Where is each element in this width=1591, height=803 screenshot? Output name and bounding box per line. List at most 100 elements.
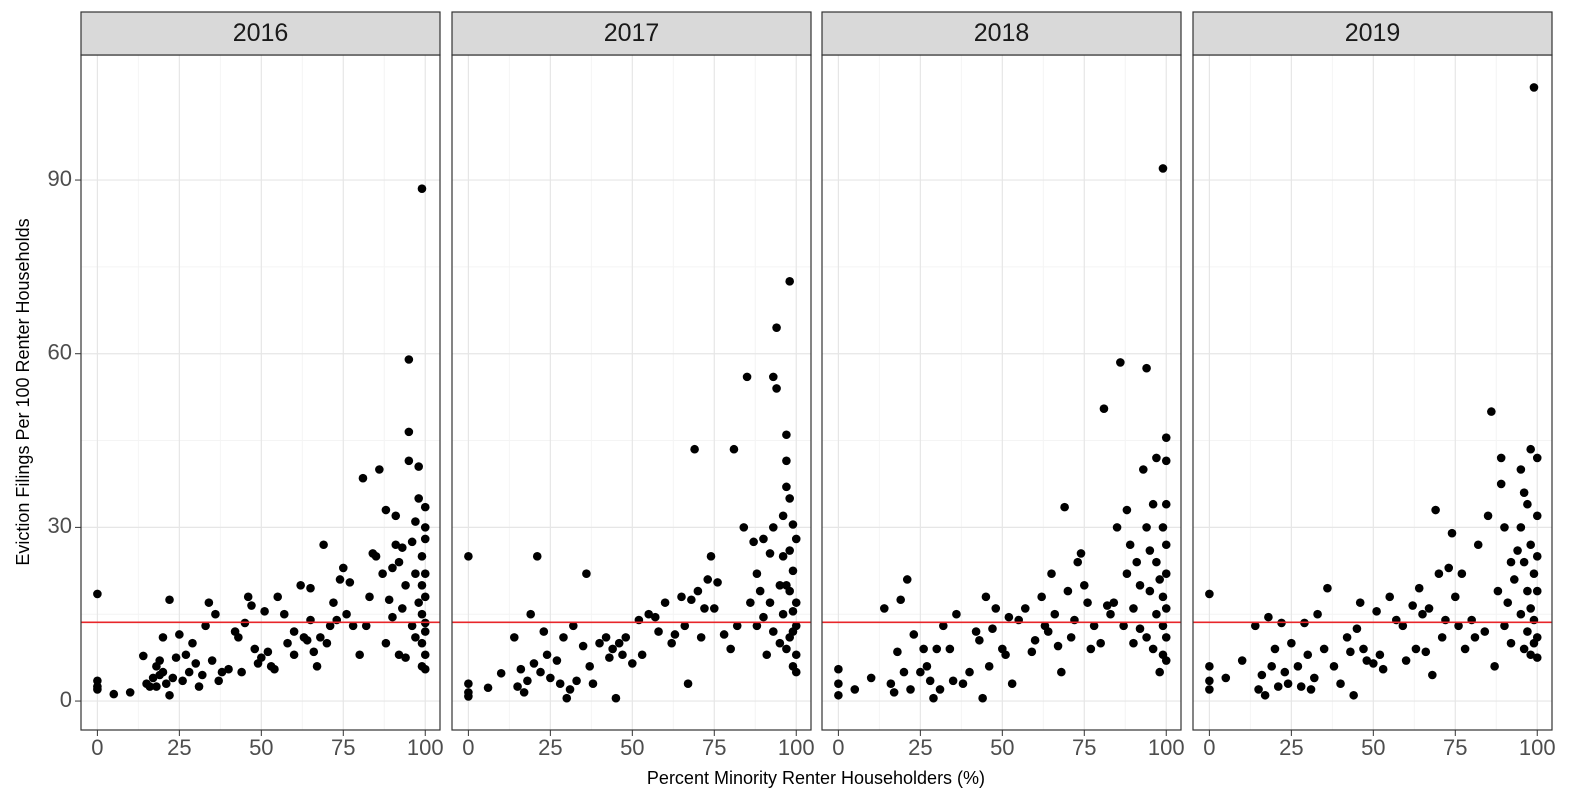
point (1460, 644, 1470, 654)
x-tick-label: 50 (1361, 735, 1385, 760)
x-tick-label: 75 (331, 735, 355, 760)
point (397, 543, 407, 552)
point (1470, 633, 1480, 642)
point (1142, 523, 1151, 532)
point (1411, 644, 1421, 654)
point (529, 659, 539, 668)
point (394, 650, 404, 660)
point (939, 621, 948, 631)
point (562, 693, 572, 703)
point (289, 627, 299, 636)
point (1431, 505, 1440, 515)
point (401, 653, 410, 662)
point (145, 682, 155, 691)
point (420, 523, 430, 532)
point (1523, 499, 1532, 509)
point (637, 650, 647, 660)
point (768, 372, 778, 382)
point (919, 644, 928, 654)
point (1083, 598, 1092, 607)
point (555, 679, 565, 688)
point (1161, 604, 1171, 613)
point (791, 667, 801, 677)
point (569, 621, 578, 631)
point (1355, 598, 1365, 607)
x-tick-label: 75 (702, 735, 726, 760)
point (302, 635, 312, 645)
point (1434, 569, 1444, 578)
point (464, 552, 473, 561)
point (611, 693, 621, 703)
point (1043, 627, 1053, 636)
point (420, 569, 430, 578)
point (1119, 621, 1128, 631)
point (742, 372, 752, 382)
point (165, 690, 174, 700)
point (243, 592, 253, 602)
point (1421, 647, 1431, 657)
point (546, 673, 555, 683)
point (1145, 586, 1155, 596)
point (706, 552, 716, 561)
point (335, 575, 345, 584)
point (1319, 644, 1329, 654)
point (532, 552, 542, 561)
point (782, 430, 791, 440)
point (772, 323, 781, 332)
point (601, 633, 611, 642)
point (237, 667, 246, 677)
point (1526, 444, 1535, 454)
point (991, 604, 1001, 613)
point (785, 546, 794, 555)
point (1493, 586, 1503, 596)
point (791, 534, 801, 544)
point (1513, 546, 1522, 555)
point (605, 653, 614, 662)
point (1329, 662, 1339, 671)
point (886, 679, 896, 688)
point (889, 688, 899, 697)
point (375, 465, 384, 474)
point (270, 664, 279, 674)
point (381, 505, 391, 515)
point (1523, 627, 1532, 636)
point (902, 575, 912, 584)
point (1516, 609, 1526, 619)
point (922, 662, 932, 671)
point (788, 607, 798, 616)
point (670, 630, 680, 639)
point (1287, 638, 1296, 648)
point (595, 638, 604, 648)
point (1490, 662, 1499, 671)
point (1155, 667, 1164, 677)
point (1086, 644, 1096, 654)
point (1457, 569, 1467, 578)
point (1398, 621, 1408, 631)
point (948, 676, 958, 686)
point (1205, 685, 1214, 694)
point (414, 462, 423, 471)
point (585, 662, 594, 671)
point (618, 650, 627, 660)
point (1496, 453, 1506, 463)
point (588, 679, 598, 688)
point (703, 575, 713, 584)
point (1473, 540, 1483, 550)
point (719, 630, 729, 639)
point (194, 682, 204, 691)
point (404, 355, 414, 364)
point (1027, 647, 1037, 657)
point (778, 552, 788, 561)
point (283, 638, 292, 648)
point (1375, 650, 1385, 660)
point (1532, 552, 1542, 561)
point (1004, 612, 1014, 622)
point (582, 569, 591, 578)
point (526, 609, 535, 619)
point (1161, 569, 1171, 578)
point (411, 633, 420, 642)
point (788, 566, 798, 576)
point (1447, 528, 1457, 538)
point (325, 621, 335, 631)
